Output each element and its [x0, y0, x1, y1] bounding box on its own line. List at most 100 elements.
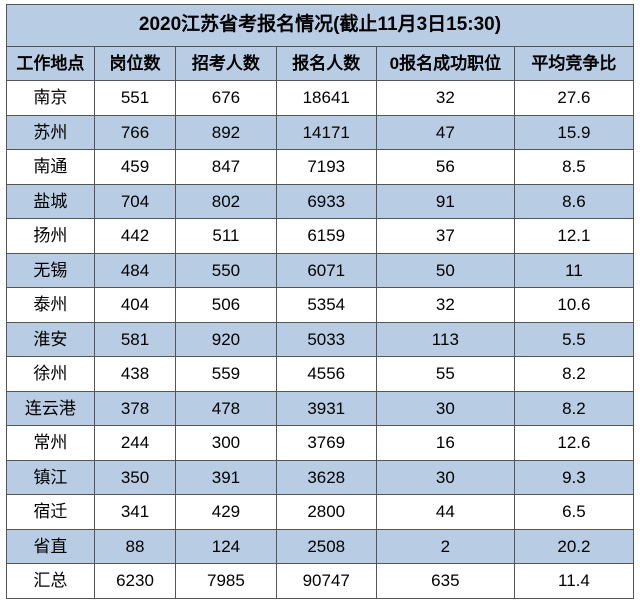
cell-zero_success: 47	[376, 115, 514, 150]
cell-recruit: 511	[176, 219, 276, 254]
cell-applicants: 14171	[276, 115, 376, 150]
table-row: 常州24430037691612.6	[7, 426, 634, 461]
cell-location: 泰州	[7, 288, 95, 323]
table-title: 2020江苏省考报名情况(截止11月3日15:30)	[7, 5, 634, 47]
cell-location: 镇江	[7, 460, 95, 495]
cell-avg_ratio: 9.3	[514, 460, 633, 495]
table-row: 汇总623079859074763511.4	[7, 564, 634, 599]
cell-location: 南京	[7, 81, 95, 116]
cell-positions: 88	[94, 529, 176, 564]
cell-recruit: 429	[176, 495, 276, 530]
cell-zero_success: 44	[376, 495, 514, 530]
cell-location: 汇总	[7, 564, 95, 599]
cell-zero_success: 16	[376, 426, 514, 461]
column-header-avg_ratio: 平均竞争比	[514, 46, 633, 81]
table-row: 泰州40450653543210.6	[7, 288, 634, 323]
cell-avg_ratio: 15.9	[514, 115, 633, 150]
cell-positions: 438	[94, 357, 176, 392]
cell-applicants: 6071	[276, 253, 376, 288]
cell-zero_success: 30	[376, 391, 514, 426]
table-row: 淮安58192050331135.5	[7, 322, 634, 357]
table-row: 无锡48455060715011	[7, 253, 634, 288]
cell-location: 常州	[7, 426, 95, 461]
cell-recruit: 892	[176, 115, 276, 150]
cell-zero_success: 37	[376, 219, 514, 254]
cell-zero_success: 55	[376, 357, 514, 392]
table-row: 扬州44251161593712.1	[7, 219, 634, 254]
cell-location: 淮安	[7, 322, 95, 357]
cell-avg_ratio: 11	[514, 253, 633, 288]
table-body: 南京551676186413227.6苏州766892141714715.9南通…	[7, 81, 634, 599]
cell-location: 苏州	[7, 115, 95, 150]
cell-recruit: 676	[176, 81, 276, 116]
cell-positions: 6230	[94, 564, 176, 599]
cell-location: 宿迁	[7, 495, 95, 530]
table-row: 南京551676186413227.6	[7, 81, 634, 116]
cell-avg_ratio: 12.6	[514, 426, 633, 461]
cell-applicants: 18641	[276, 81, 376, 116]
cell-positions: 766	[94, 115, 176, 150]
cell-recruit: 802	[176, 184, 276, 219]
cell-zero_success: 113	[376, 322, 514, 357]
cell-applicants: 3769	[276, 426, 376, 461]
cell-zero_success: 30	[376, 460, 514, 495]
cell-avg_ratio: 27.6	[514, 81, 633, 116]
cell-applicants: 5354	[276, 288, 376, 323]
table-row: 盐城7048026933918.6	[7, 184, 634, 219]
cell-location: 连云港	[7, 391, 95, 426]
cell-recruit: 550	[176, 253, 276, 288]
table-row: 苏州766892141714715.9	[7, 115, 634, 150]
cell-zero_success: 91	[376, 184, 514, 219]
cell-applicants: 7193	[276, 150, 376, 185]
cell-avg_ratio: 12.1	[514, 219, 633, 254]
table-row: 镇江3503913628309.3	[7, 460, 634, 495]
cell-positions: 442	[94, 219, 176, 254]
table-row: 徐州4385594556558.2	[7, 357, 634, 392]
cell-recruit: 300	[176, 426, 276, 461]
cell-zero_success: 32	[376, 288, 514, 323]
cell-zero_success: 635	[376, 564, 514, 599]
cell-positions: 341	[94, 495, 176, 530]
column-header-positions: 岗位数	[94, 46, 176, 81]
table-row: 宿迁3414292800446.5	[7, 495, 634, 530]
cell-avg_ratio: 8.6	[514, 184, 633, 219]
cell-zero_success: 50	[376, 253, 514, 288]
cell-avg_ratio: 6.5	[514, 495, 633, 530]
table-container: 2020江苏省考报名情况(截止11月3日15:30) 工作地点岗位数招考人数报名…	[0, 0, 640, 603]
cell-positions: 404	[94, 288, 176, 323]
cell-positions: 704	[94, 184, 176, 219]
cell-zero_success: 56	[376, 150, 514, 185]
cell-location: 南通	[7, 150, 95, 185]
cell-applicants: 4556	[276, 357, 376, 392]
cell-location: 无锡	[7, 253, 95, 288]
cell-applicants: 5033	[276, 322, 376, 357]
cell-positions: 378	[94, 391, 176, 426]
cell-applicants: 90747	[276, 564, 376, 599]
table-row: 连云港3784783931308.2	[7, 391, 634, 426]
column-header-zero_success: 0报名成功职位	[376, 46, 514, 81]
cell-recruit: 847	[176, 150, 276, 185]
header-row: 工作地点岗位数招考人数报名人数0报名成功职位平均竞争比	[7, 46, 634, 81]
table-row: 省直881242508220.2	[7, 529, 634, 564]
cell-applicants: 6159	[276, 219, 376, 254]
cell-zero_success: 2	[376, 529, 514, 564]
cell-recruit: 391	[176, 460, 276, 495]
cell-recruit: 7985	[176, 564, 276, 599]
cell-recruit: 124	[176, 529, 276, 564]
column-header-location: 工作地点	[7, 46, 95, 81]
cell-avg_ratio: 8.5	[514, 150, 633, 185]
cell-positions: 244	[94, 426, 176, 461]
cell-applicants: 6933	[276, 184, 376, 219]
cell-avg_ratio: 8.2	[514, 357, 633, 392]
cell-applicants: 2800	[276, 495, 376, 530]
cell-location: 盐城	[7, 184, 95, 219]
cell-positions: 551	[94, 81, 176, 116]
cell-avg_ratio: 8.2	[514, 391, 633, 426]
cell-recruit: 506	[176, 288, 276, 323]
table-row: 南通4598477193568.5	[7, 150, 634, 185]
cell-recruit: 559	[176, 357, 276, 392]
cell-positions: 350	[94, 460, 176, 495]
cell-applicants: 2508	[276, 529, 376, 564]
cell-zero_success: 32	[376, 81, 514, 116]
cell-positions: 581	[94, 322, 176, 357]
